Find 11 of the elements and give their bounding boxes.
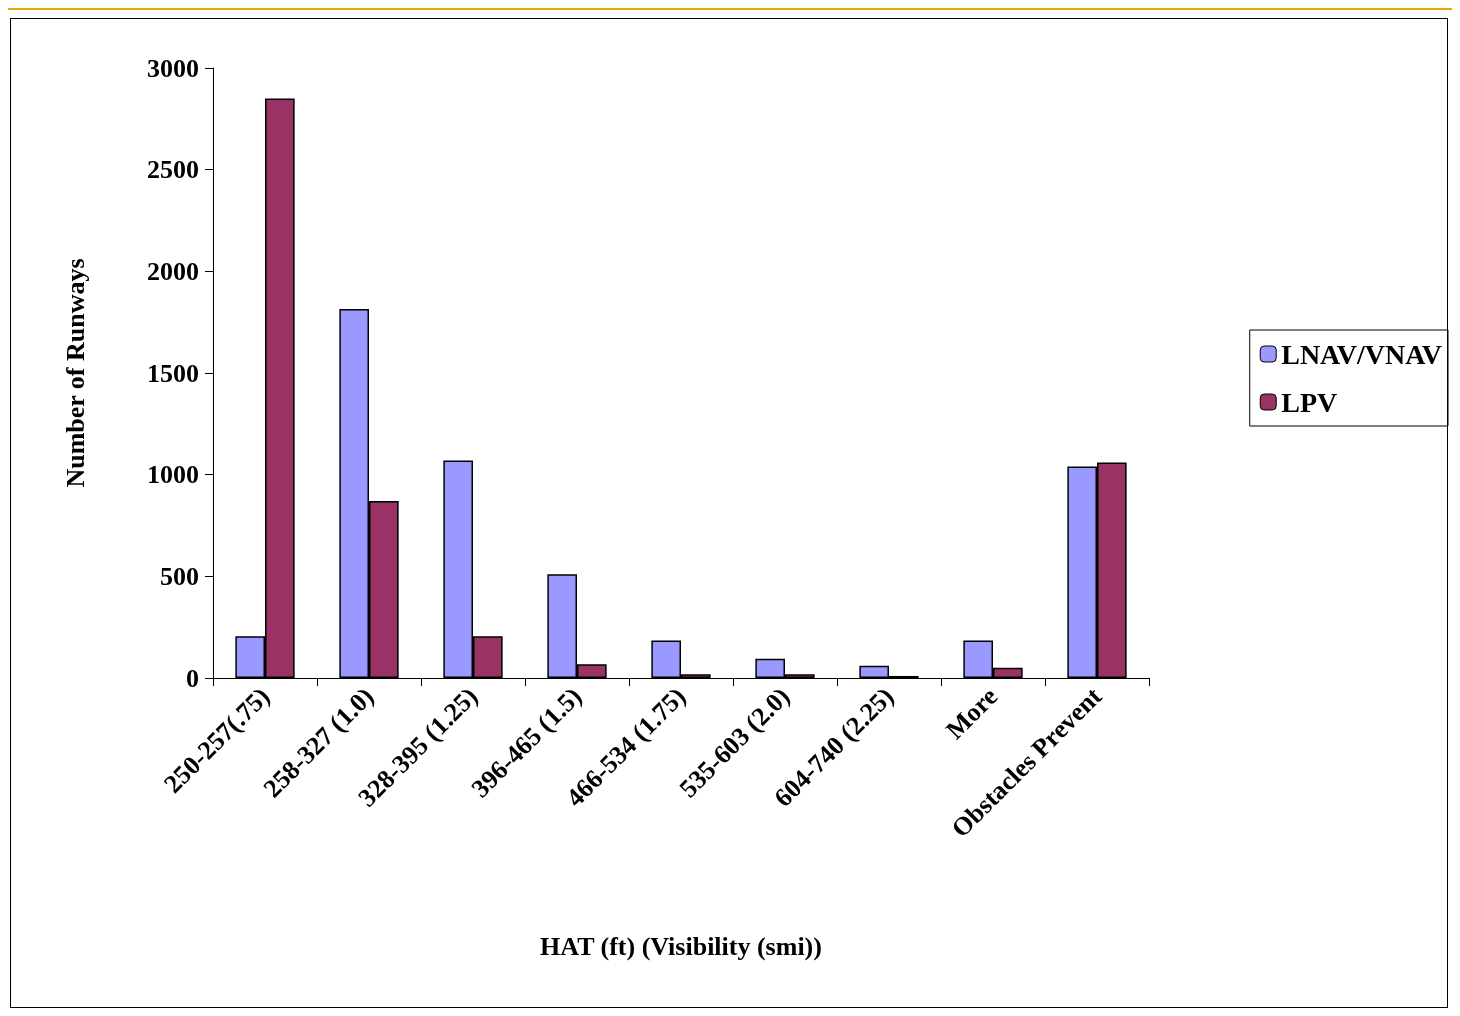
y-tick-label: 2000 (147, 256, 199, 286)
y-tick-label: 0 (186, 663, 199, 693)
legend-label: LNAV/VNAV (1281, 338, 1442, 370)
y-axis-title: Number of Runways (60, 258, 90, 488)
y-tick-label: 1500 (147, 358, 199, 388)
legend-label: LPV (1281, 386, 1338, 418)
y-tick-label: 2500 (147, 155, 199, 185)
y-tick-label: 500 (160, 561, 199, 591)
x-axis-title: HAT (ft) (Visibility (smi)) (540, 931, 822, 961)
y-tick-label: 1000 (147, 460, 199, 490)
y-tick-label: 3000 (147, 53, 199, 83)
